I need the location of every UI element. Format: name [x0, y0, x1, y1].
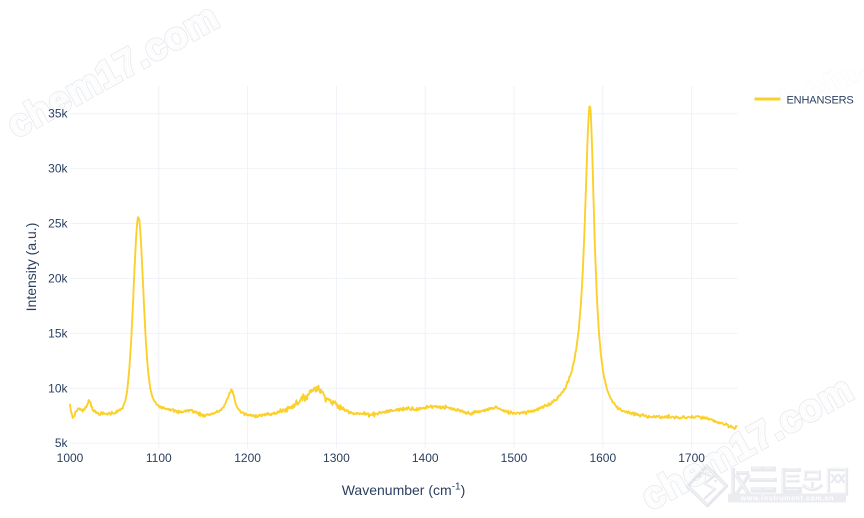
svg-text:1300: 1300 — [323, 451, 350, 465]
svg-text:1100: 1100 — [146, 451, 172, 465]
svg-text:Wavenumber (cm-1): Wavenumber (cm-1) — [342, 481, 466, 498]
svg-text:20k: 20k — [48, 271, 68, 285]
svg-text:35k: 35k — [48, 107, 68, 121]
svg-text:1600: 1600 — [589, 451, 616, 465]
svg-text:1700: 1700 — [678, 451, 705, 465]
svg-text:15k: 15k — [48, 326, 68, 340]
svg-text:25k: 25k — [48, 217, 68, 231]
svg-text:Intensity (a.u.): Intensity (a.u.) — [23, 223, 39, 312]
svg-text:1000: 1000 — [57, 451, 84, 465]
svg-text:10k: 10k — [48, 381, 68, 395]
svg-text:ENHANSERS: ENHANSERS — [787, 94, 854, 106]
svg-text:1200: 1200 — [234, 451, 261, 465]
svg-text:5k: 5k — [55, 436, 69, 450]
svg-text:1400: 1400 — [412, 451, 439, 465]
svg-text:30k: 30k — [48, 162, 68, 176]
svg-text:1500: 1500 — [501, 451, 528, 465]
svg-text:www.instrument.com.cn: www.instrument.com.cn — [740, 496, 834, 503]
